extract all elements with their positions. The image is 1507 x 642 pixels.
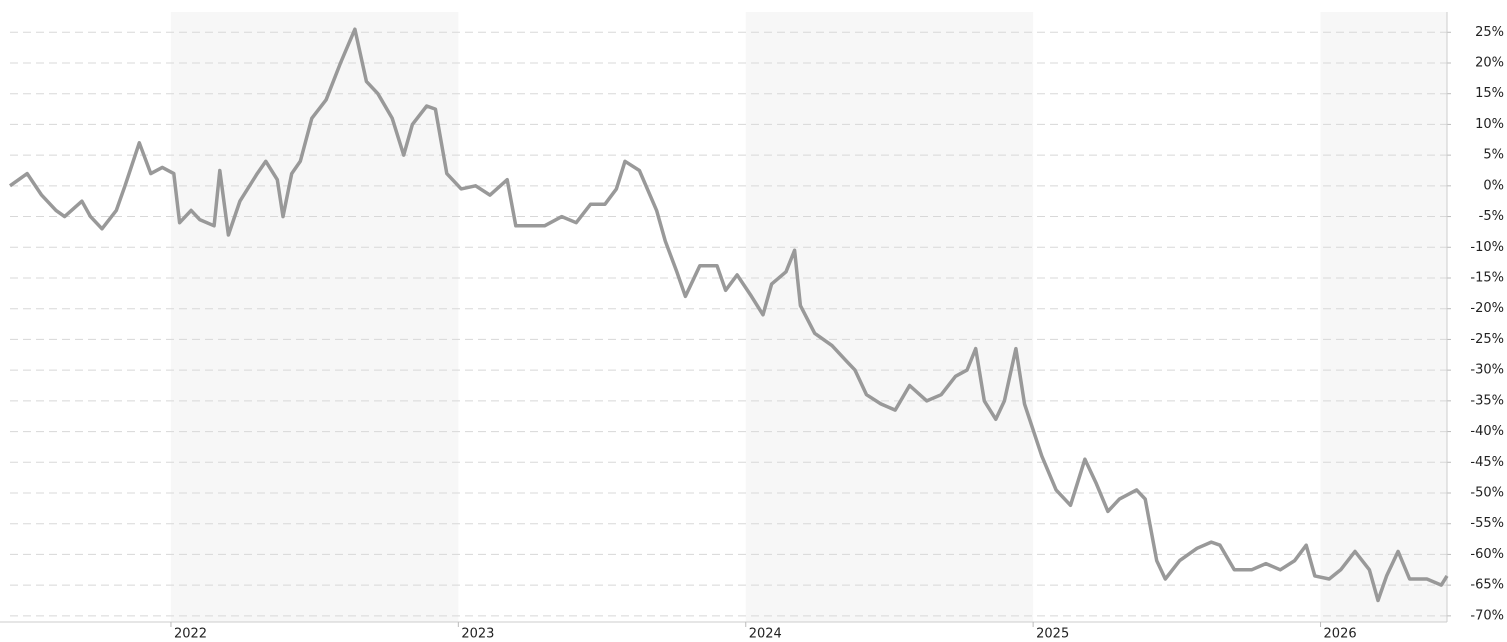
y-tick-label: -60%	[1470, 547, 1504, 562]
year-band	[170, 12, 459, 622]
y-tick-label: 20%	[1475, 55, 1504, 70]
y-tick-label: 25%	[1475, 25, 1504, 40]
y-tick-label: -55%	[1470, 516, 1504, 531]
y-tick-label: -25%	[1470, 332, 1504, 347]
y-tick-label: -35%	[1470, 393, 1504, 408]
x-tick-label: 2024	[749, 627, 782, 642]
y-tick-label: -40%	[1470, 424, 1504, 439]
y-tick-label: -20%	[1470, 301, 1504, 316]
y-tick-label: 10%	[1475, 117, 1504, 132]
y-tick-label: 0%	[1483, 178, 1504, 193]
y-tick-label: 5%	[1483, 148, 1504, 163]
price-line	[8, 27, 1449, 603]
y-tick-label: -70%	[1470, 608, 1504, 623]
year-band	[745, 12, 1034, 622]
x-tick-label: 2022	[174, 627, 207, 642]
year-band	[1320, 12, 1447, 622]
y-tick-label: -5%	[1479, 209, 1504, 224]
y-tick-label: 15%	[1475, 86, 1504, 101]
x-tick-label: 2026	[1324, 627, 1357, 642]
y-tick-label: -10%	[1470, 240, 1504, 255]
x-tick-label: 2023	[461, 627, 494, 642]
y-tick-label: -30%	[1470, 363, 1504, 378]
y-tick-label: -15%	[1470, 270, 1504, 285]
y-tick-label: -65%	[1470, 578, 1504, 593]
y-tick-label: -50%	[1470, 485, 1504, 500]
x-tick-label: 2025	[1036, 627, 1069, 642]
y-tick-label: -45%	[1470, 455, 1504, 470]
